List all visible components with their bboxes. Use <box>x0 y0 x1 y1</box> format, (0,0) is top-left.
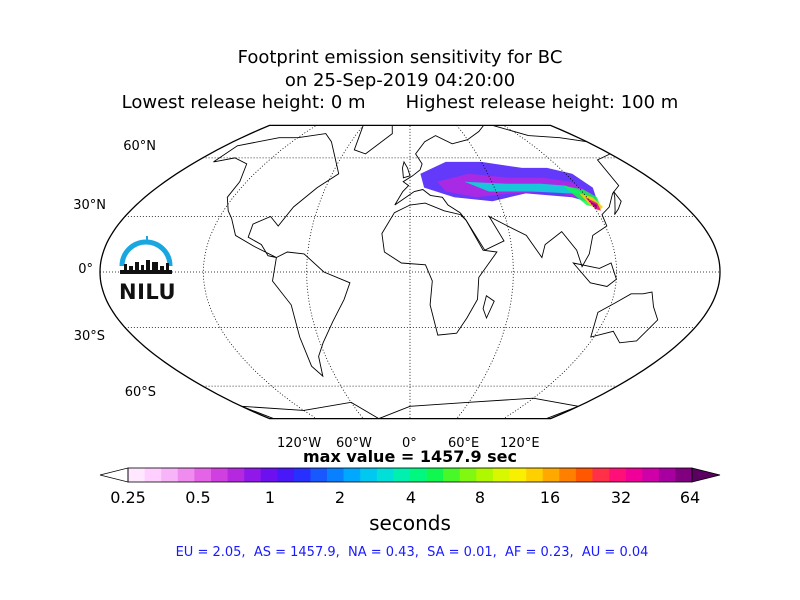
colorbar-tick: 1 <box>264 488 276 507</box>
colorbar-swatch <box>410 468 427 482</box>
colorbar-swatch <box>277 468 295 482</box>
colorbar-swatch <box>128 468 145 482</box>
colorbar-swatch <box>327 468 344 482</box>
colorbar-swatch <box>526 468 544 482</box>
colorbar-swatch <box>244 468 262 482</box>
lat-label-30s: 30°S <box>73 329 105 344</box>
longitude-line <box>202 125 331 419</box>
nilu-logo-text: NILU <box>119 280 177 304</box>
colorbar-swatch <box>426 468 444 482</box>
continents <box>213 125 659 419</box>
title-line-1: Footprint emission sensitivity for BC <box>237 47 563 68</box>
coastline <box>353 125 393 155</box>
colorbar-swatch <box>625 468 643 482</box>
coastline <box>402 160 411 179</box>
colorbar-swatch <box>260 468 278 482</box>
colorbar-swatch <box>459 468 477 482</box>
colorbar-tick: 2 <box>334 488 346 507</box>
colorbar-swatch <box>609 468 626 482</box>
lon-label-0: 0° <box>402 436 417 451</box>
colorbar-swatch <box>360 468 378 482</box>
lon-label-120w: 120°W <box>277 436 322 451</box>
title-line-2: on 25-Sep-2019 04:20:00 <box>284 70 516 91</box>
plume-band <box>589 201 598 209</box>
lat-label-60n: 60°N <box>123 139 156 154</box>
colorbar-swatch <box>177 468 195 482</box>
map-boundary <box>99 124 721 420</box>
colorbar-frame <box>127 467 693 483</box>
lat-label-60s: 60°S <box>124 385 156 400</box>
colorbar-min-extend <box>99 467 129 483</box>
lon-label-120e: 120°E <box>500 436 540 451</box>
longitude-line <box>306 125 371 419</box>
colorbar-swatch <box>376 468 394 482</box>
colorbar-swatch <box>642 468 660 482</box>
colorbar-swatch <box>443 468 461 482</box>
graticule <box>100 125 720 419</box>
colorbar-swatch <box>509 468 527 482</box>
max-value: max value = 1457.9 sec <box>302 447 518 466</box>
colorbar-swatch <box>393 468 411 482</box>
lat-label-30n: 30°N <box>73 198 106 213</box>
emission-sensitivity-plume <box>420 161 604 211</box>
coastline <box>213 133 340 258</box>
coastline <box>381 202 498 336</box>
coastline <box>572 262 617 287</box>
colorbar-swatch <box>210 468 228 482</box>
colorbar-tick: 64 <box>679 488 701 507</box>
colorbar-tick: 0.5 <box>185 488 211 507</box>
colorbar-swatch <box>575 468 593 482</box>
colorbar-max-extend <box>691 467 721 483</box>
longitude-line <box>449 125 514 419</box>
plume-band <box>464 181 584 194</box>
title-line-3: Lowest release height: 0 m Highest relea… <box>121 92 679 113</box>
colorbar-swatch <box>492 468 510 482</box>
colorbar <box>99 467 721 483</box>
coastline <box>613 191 622 215</box>
coastline <box>482 294 495 320</box>
colorbar-swatch <box>310 468 328 482</box>
colorbar-swatch <box>343 468 361 482</box>
colorbar-swatch <box>144 468 162 482</box>
colorbar-swatch <box>559 468 577 482</box>
colorbar-swatch <box>658 468 676 482</box>
colorbar-swatch <box>675 468 693 482</box>
nilu-logo-icon <box>119 236 173 274</box>
colorbar-tick: 16 <box>539 488 561 507</box>
colorbar-swatch <box>476 468 494 482</box>
coastline <box>272 251 351 378</box>
colorbar-tick: 8 <box>474 488 486 507</box>
coastline <box>590 291 659 344</box>
colorbar-tick: 0.25 <box>110 488 146 507</box>
colorbar-label: seconds <box>369 511 451 535</box>
colorbar-swatch <box>293 468 311 482</box>
colorbar-swatch <box>542 468 560 482</box>
colorbar-swatch <box>194 468 212 482</box>
lon-label-60w: 60°W <box>336 436 372 451</box>
region-stats: EU = 2.05, AS = 1457.9, NA = 0.43, SA = … <box>175 545 649 560</box>
lat-label-0: 0° <box>78 262 93 277</box>
lon-label-60e: 60°E <box>448 436 480 451</box>
colorbar-swatch <box>227 468 245 482</box>
colorbar-tick: 32 <box>610 488 632 507</box>
colorbar-tick: 4 <box>405 488 417 507</box>
colorbar-swatch <box>161 468 179 482</box>
coastline <box>241 397 580 419</box>
colorbar-swatch <box>592 468 610 482</box>
